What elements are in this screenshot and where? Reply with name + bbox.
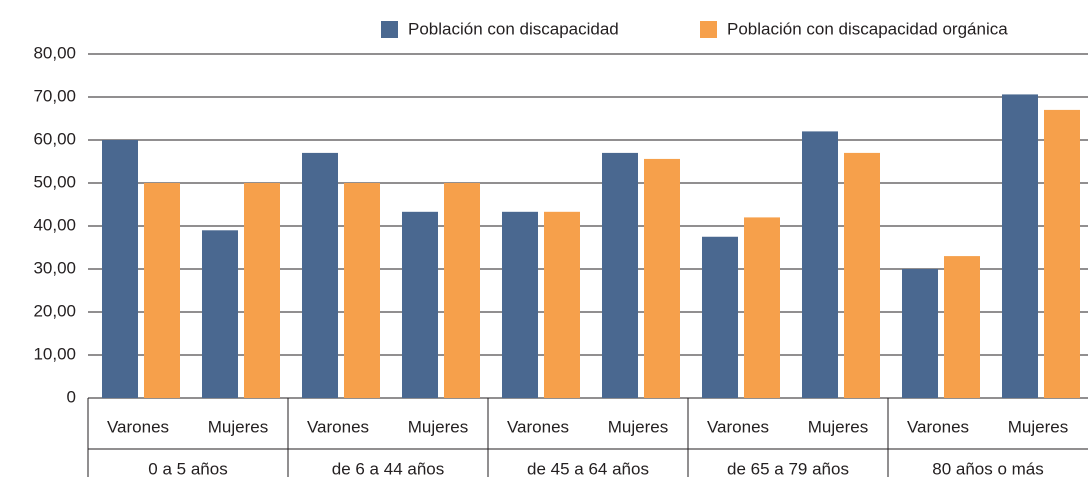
x-tick-label: Varones <box>707 417 769 436</box>
y-tick-label: 50,00 <box>33 172 76 191</box>
y-tick-label: 20,00 <box>33 301 76 320</box>
x-tick-label: Mujeres <box>608 417 668 436</box>
y-tick-label: 80,00 <box>33 43 76 62</box>
bar <box>344 183 380 398</box>
bar <box>602 152 638 398</box>
bar <box>644 158 680 398</box>
bar <box>502 211 538 398</box>
bar <box>1002 94 1038 399</box>
legend-label: Población con discapacidad <box>408 19 619 38</box>
bar <box>902 269 938 398</box>
group-label: de 6 a 44 años <box>332 459 444 477</box>
x-tick-label: Mujeres <box>208 417 268 436</box>
bar <box>144 183 180 398</box>
bar <box>202 230 238 398</box>
bar <box>302 152 338 398</box>
x-tick-label: Varones <box>107 417 169 436</box>
bar <box>744 217 780 398</box>
y-tick-label: 10,00 <box>33 344 76 363</box>
x-tick-label: Varones <box>907 417 969 436</box>
y-tick-label: 0 <box>67 387 76 406</box>
bar <box>944 256 980 398</box>
legend-swatch <box>700 21 717 38</box>
bar <box>702 236 738 398</box>
x-tick-label: Varones <box>307 417 369 436</box>
bar <box>402 211 438 398</box>
y-tick-label: 40,00 <box>33 215 76 234</box>
group-label: 80 años o más <box>932 459 1044 477</box>
y-tick-label: 30,00 <box>33 258 76 277</box>
group-label: de 45 a 64 años <box>527 459 649 477</box>
bar <box>244 183 280 398</box>
bar <box>444 183 480 398</box>
bar <box>544 211 580 398</box>
bar <box>102 140 138 398</box>
bar <box>802 131 838 398</box>
bar <box>1044 109 1080 399</box>
x-tick-label: Mujeres <box>1008 417 1068 436</box>
legend-swatch <box>381 21 398 38</box>
bar <box>844 152 880 398</box>
y-tick-label: 70,00 <box>33 86 76 105</box>
x-tick-label: Mujeres <box>808 417 868 436</box>
group-label: de 65 a 79 años <box>727 459 849 477</box>
x-tick-label: Varones <box>507 417 569 436</box>
x-tick-label: Mujeres <box>408 417 468 436</box>
y-tick-label: 60,00 <box>33 129 76 148</box>
legend-label: Población con discapacidad orgánica <box>727 19 1008 38</box>
group-label: 0 a 5 años <box>148 459 227 477</box>
